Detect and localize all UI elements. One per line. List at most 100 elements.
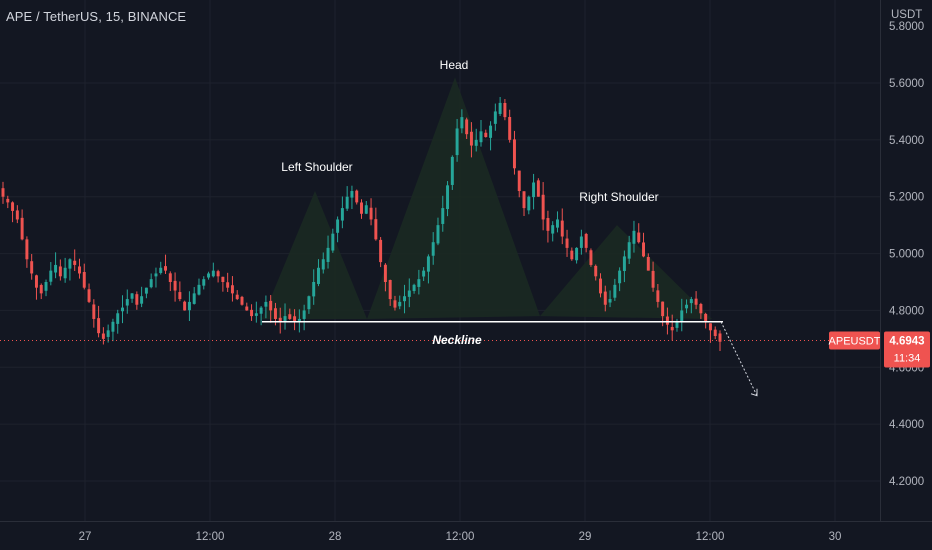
candle-body <box>546 218 550 231</box>
candle-body <box>613 284 617 298</box>
candle-body <box>455 128 459 156</box>
candle-body <box>565 238 569 248</box>
candle-body <box>39 285 43 294</box>
candle-body <box>398 301 402 307</box>
candle-body <box>288 314 292 319</box>
time-tick-label: 12:00 <box>196 531 225 543</box>
candle-body <box>154 273 158 277</box>
candle-body <box>522 191 526 209</box>
candle-body <box>6 198 10 203</box>
candle-body <box>608 299 612 303</box>
price-tick-label: 4.8000 <box>889 305 924 317</box>
candle-body <box>15 210 19 220</box>
candle-body <box>173 280 177 291</box>
projection-arrowhead <box>750 388 758 397</box>
candle-body <box>135 294 139 305</box>
candle-body <box>675 321 679 328</box>
candle-body <box>34 275 38 288</box>
symbol-tag <box>829 331 880 350</box>
candle-body <box>388 280 392 300</box>
candle-body <box>532 182 536 198</box>
pattern-triangle <box>367 77 540 319</box>
candle-body <box>517 170 521 192</box>
candle-body <box>211 270 215 277</box>
candle-body <box>699 304 703 314</box>
candle-body <box>512 139 516 169</box>
candle-body <box>278 317 282 322</box>
last-price-tag <box>884 331 930 368</box>
candle-body <box>718 333 722 342</box>
candle-body <box>627 242 631 259</box>
candle-body <box>599 278 602 294</box>
candle-body <box>68 259 72 269</box>
candle-body <box>226 282 230 288</box>
candle-body <box>331 233 335 251</box>
projection-arrow <box>720 321 758 396</box>
candle-body <box>159 267 163 273</box>
chart-title: APE / TetherUS, 15, BINANCE <box>6 9 187 24</box>
price-tick-label: 4.4000 <box>889 419 924 431</box>
candle-body <box>312 282 316 297</box>
candle-body <box>661 301 665 317</box>
candle-body <box>73 260 77 265</box>
price-tick-label: 5.8000 <box>889 21 924 33</box>
candle-body <box>350 191 354 198</box>
candle-body <box>77 266 81 274</box>
candle-body <box>689 299 693 304</box>
neckline-label: Neckline <box>432 333 482 347</box>
candle-body <box>336 219 340 233</box>
candle-body <box>250 309 254 317</box>
candle-body <box>269 300 273 311</box>
candle-body <box>383 264 387 282</box>
candle-body <box>202 279 206 286</box>
time-tick-label: 28 <box>329 531 342 543</box>
candle-body <box>555 219 559 228</box>
candle-body <box>680 310 684 323</box>
price-unit-label: USDT <box>891 9 923 21</box>
time-tick-label: 12:00 <box>446 531 475 543</box>
pattern-triangle <box>540 225 712 319</box>
candle-body <box>144 287 148 294</box>
overlay-lines <box>0 321 880 397</box>
candle-body <box>665 316 669 325</box>
candle-body <box>446 185 450 210</box>
candle-body <box>87 289 91 302</box>
candle-body <box>651 270 655 288</box>
candle-body <box>436 225 440 244</box>
candle-body <box>369 207 373 220</box>
candle-body <box>49 270 53 282</box>
candle-body <box>230 285 234 294</box>
symbol-tag-label: APEUSDT <box>829 335 881 347</box>
candle-body <box>168 273 172 282</box>
candle-body <box>708 323 712 331</box>
candle-body <box>149 279 153 288</box>
candle-body <box>642 242 646 257</box>
candle-body <box>393 300 397 308</box>
candle-body <box>575 247 579 261</box>
candle-body <box>254 313 258 316</box>
candle-body <box>603 291 607 305</box>
candle-body <box>245 306 249 311</box>
candle-body <box>412 284 416 292</box>
candle-body <box>364 205 368 214</box>
candle-body <box>560 220 564 237</box>
candle-body <box>632 230 636 244</box>
candle-body <box>670 327 674 331</box>
candle-body <box>508 116 512 140</box>
candle-body <box>25 239 29 260</box>
time-tick-label: 30 <box>829 531 842 543</box>
candle-body <box>240 296 244 305</box>
candle-body <box>618 270 622 284</box>
candle-body <box>527 196 531 211</box>
candle-body <box>441 208 445 224</box>
candle-body <box>20 217 24 240</box>
head-label: Head <box>440 58 469 72</box>
price-tick-label: 5.4000 <box>889 135 924 147</box>
candle-body <box>11 202 15 211</box>
pattern-annotations: Head Left Shoulder Right Shoulder Neckline <box>281 58 658 347</box>
candle-body <box>493 111 497 124</box>
candle-body <box>111 321 115 332</box>
candle-body <box>293 316 297 322</box>
candle-body <box>685 304 689 309</box>
